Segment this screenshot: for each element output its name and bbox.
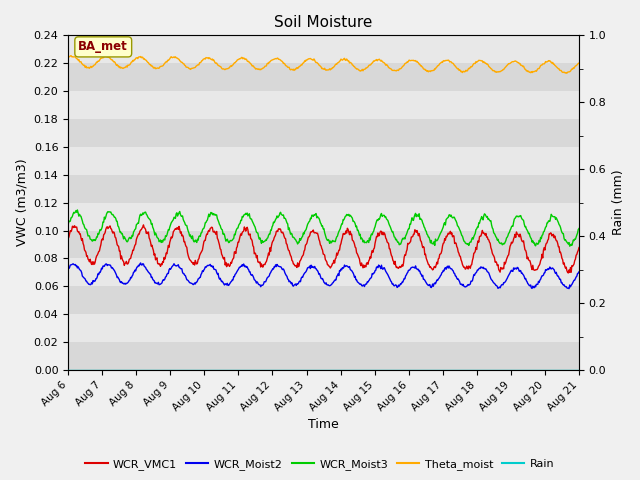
WCR_Moist3 bbox=[401, 236, 409, 242]
Text: BA_met: BA_met bbox=[78, 40, 128, 53]
Title: Soil Moisture: Soil Moisture bbox=[275, 15, 372, 30]
Bar bbox=[68, 314, 579, 342]
Bar bbox=[68, 258, 579, 286]
WCR_VMC1 bbox=[179, 232, 186, 238]
WCR_Moist3 bbox=[74, 207, 81, 213]
Bar bbox=[68, 36, 579, 63]
Bar bbox=[68, 63, 579, 91]
WCR_Moist2 bbox=[64, 265, 72, 271]
WCR_Moist3 bbox=[575, 226, 583, 231]
Rain bbox=[401, 367, 408, 373]
Theta_moist bbox=[575, 60, 583, 66]
WCR_VMC1 bbox=[126, 256, 134, 262]
WCR_Moist3 bbox=[566, 243, 573, 249]
Y-axis label: VWC (m3/m3): VWC (m3/m3) bbox=[15, 159, 28, 246]
WCR_VMC1 bbox=[564, 270, 572, 276]
Bar bbox=[68, 147, 579, 175]
Theta_moist bbox=[563, 70, 571, 76]
Theta_moist bbox=[179, 60, 186, 66]
WCR_Moist2 bbox=[386, 276, 394, 282]
WCR_Moist2 bbox=[401, 276, 409, 282]
Line: Theta_moist: Theta_moist bbox=[68, 56, 579, 73]
WCR_Moist3 bbox=[74, 210, 82, 216]
Bar bbox=[68, 203, 579, 230]
Theta_moist bbox=[74, 57, 82, 63]
Rain bbox=[126, 367, 134, 373]
Bar bbox=[68, 230, 579, 258]
Theta_moist bbox=[205, 55, 213, 60]
WCR_Moist2 bbox=[575, 269, 583, 275]
WCR_VMC1 bbox=[205, 228, 213, 234]
Bar bbox=[68, 91, 579, 119]
WCR_Moist2 bbox=[205, 262, 213, 268]
WCR_Moist3 bbox=[64, 221, 72, 227]
Rain bbox=[385, 367, 393, 373]
Rain bbox=[205, 367, 212, 373]
Rain bbox=[74, 367, 81, 373]
Bar bbox=[68, 286, 579, 314]
Rain bbox=[575, 367, 583, 373]
WCR_VMC1 bbox=[140, 222, 147, 228]
Line: WCR_VMC1: WCR_VMC1 bbox=[68, 225, 579, 273]
Theta_moist bbox=[401, 61, 409, 67]
Y-axis label: Rain (mm): Rain (mm) bbox=[612, 170, 625, 236]
Theta_moist bbox=[127, 60, 134, 66]
Bar bbox=[68, 342, 579, 370]
Bar bbox=[68, 119, 579, 147]
WCR_VMC1 bbox=[64, 236, 72, 241]
X-axis label: Time: Time bbox=[308, 419, 339, 432]
WCR_Moist2 bbox=[179, 269, 186, 275]
Theta_moist bbox=[64, 55, 72, 61]
WCR_VMC1 bbox=[575, 245, 583, 251]
Theta_moist bbox=[386, 66, 394, 72]
Rain bbox=[178, 367, 186, 373]
WCR_Moist2 bbox=[137, 260, 145, 266]
WCR_Moist2 bbox=[74, 265, 81, 271]
WCR_Moist3 bbox=[386, 223, 394, 229]
WCR_Moist3 bbox=[127, 236, 134, 241]
WCR_VMC1 bbox=[74, 228, 81, 234]
Rain bbox=[64, 367, 72, 373]
WCR_VMC1 bbox=[401, 252, 409, 258]
WCR_Moist2 bbox=[565, 286, 573, 291]
WCR_Moist3 bbox=[179, 213, 186, 219]
Legend: WCR_VMC1, WCR_Moist2, WCR_Moist3, Theta_moist, Rain: WCR_VMC1, WCR_Moist2, WCR_Moist3, Theta_… bbox=[81, 455, 559, 474]
WCR_VMC1 bbox=[386, 246, 394, 252]
Line: WCR_Moist3: WCR_Moist3 bbox=[68, 210, 579, 246]
Bar bbox=[68, 175, 579, 203]
Theta_moist bbox=[67, 53, 75, 59]
WCR_Moist3 bbox=[205, 214, 213, 219]
WCR_Moist2 bbox=[126, 277, 134, 283]
Line: WCR_Moist2: WCR_Moist2 bbox=[68, 263, 579, 288]
